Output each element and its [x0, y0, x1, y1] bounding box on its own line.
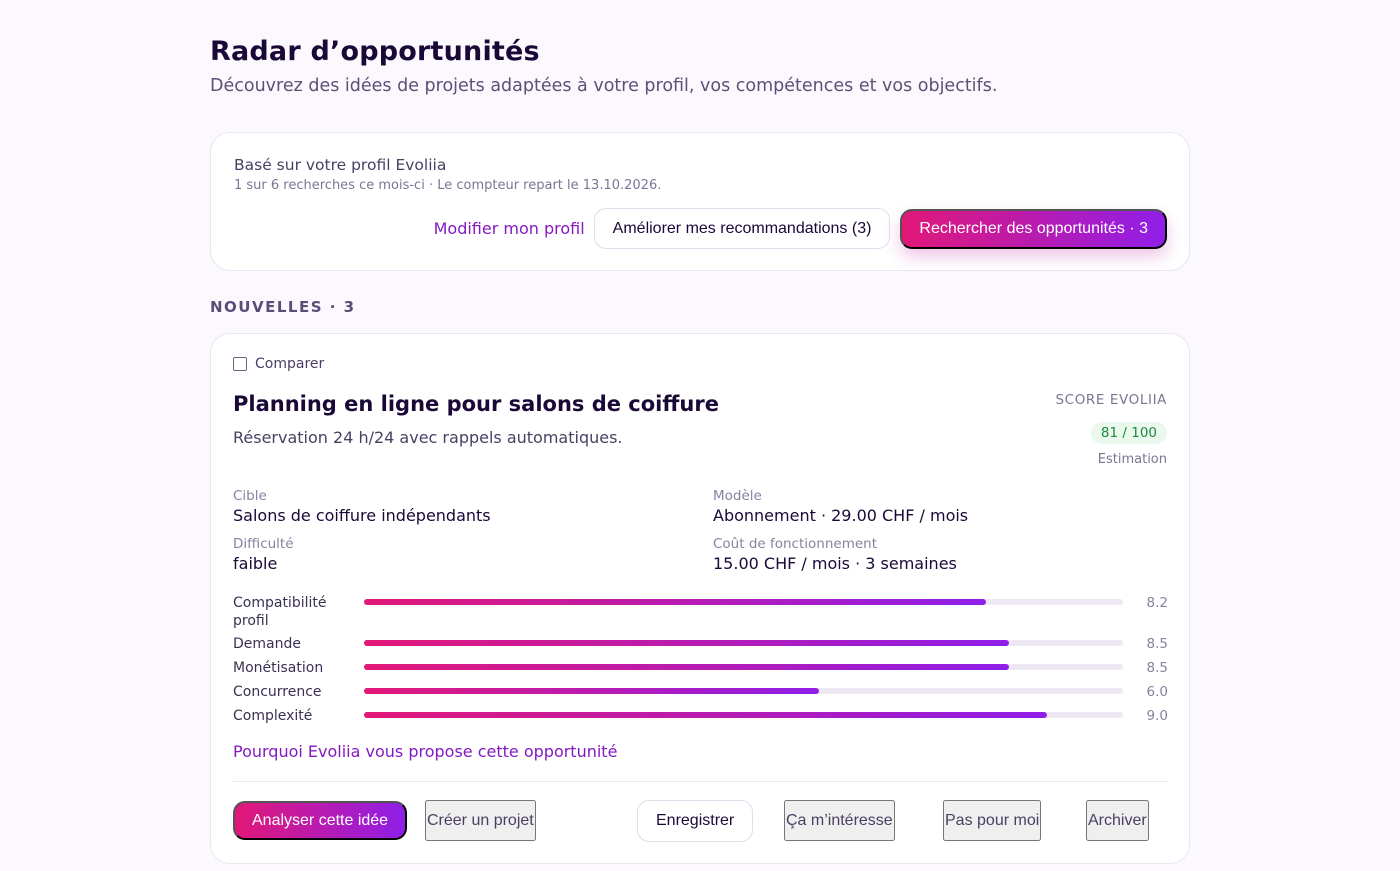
criterion-value: 8.5 — [1146, 660, 1168, 676]
meta-model-key: Modèle — [713, 488, 762, 504]
criterion-row: Compatibilité profil 8.2 — [233, 594, 1168, 629]
improve-recommendations-button[interactable]: Améliorer mes recommandations (3) — [593, 208, 891, 249]
opportunity-title: Planning en ligne pour salons de coiffur… — [233, 392, 719, 416]
criterion-track — [364, 599, 1123, 605]
score-estimation-note: Estimation — [1097, 452, 1167, 467]
criterion-label: Demande — [233, 636, 301, 652]
opportunity-card: Comparer Planning en ligne pour salons d… — [210, 333, 1190, 864]
page-subtitle: Découvrez des idées de projets adaptées … — [210, 76, 998, 96]
criterion-label: Concurrence — [233, 684, 322, 700]
divider — [233, 781, 1168, 782]
meta-difficulty-value: faible — [233, 554, 278, 573]
why-recommended-link[interactable]: Pourquoi Evoliia vous propose cette oppo… — [233, 742, 618, 761]
compare-toggle[interactable]: Comparer — [233, 356, 324, 372]
opportunity-description: Réservation 24 h/24 avec rappels automat… — [233, 428, 623, 447]
criterion-track — [364, 712, 1123, 718]
archive-button[interactable]: Archiver — [1086, 800, 1149, 841]
criterion-row: Concurrence 6.0 — [233, 683, 1168, 703]
meta-running-cost-key: Coût de fonctionnement — [713, 536, 878, 552]
meta-target-value: Salons de coiffure indépendants — [233, 506, 491, 525]
meta-model-value: Abonnement · 29.00 CHF / mois — [713, 506, 969, 525]
criterion-fill — [364, 712, 1048, 718]
edit-profile-link[interactable]: Modifier mon profil — [433, 219, 585, 238]
interested-button[interactable]: Ça m’intéresse — [784, 800, 895, 841]
search-opportunities-button[interactable]: Rechercher des opportunités · 3 — [900, 208, 1167, 249]
criterion-track — [364, 688, 1123, 694]
meta-running-cost-value: 15.00 CHF / mois · 3 semaines — [713, 554, 957, 573]
search-counter-text: 1 sur 6 recherches ce mois-ci · Le compt… — [234, 178, 662, 193]
criterion-label: Compatibilité profil — [233, 595, 327, 629]
criterion-value: 8.2 — [1146, 595, 1168, 611]
profile-card: Basé sur votre profil Evoliia 1 sur 6 re… — [210, 132, 1190, 271]
score-label: SCORE EVOLIIA — [1055, 392, 1167, 408]
criterion-fill — [364, 640, 1010, 646]
section-new-label: NOUVELLES · 3 — [210, 298, 356, 316]
criterion-track — [364, 640, 1123, 646]
meta-running-cost: Coût de fonctionnement 15.00 CHF / mois … — [713, 536, 957, 573]
meta-target-key: Cible — [233, 488, 267, 504]
score-badge: 81 / 100 — [1090, 422, 1167, 444]
compare-checkbox[interactable] — [233, 357, 247, 371]
criterion-fill — [364, 664, 1010, 670]
criterion-row: Monétisation 8.5 — [233, 659, 1168, 679]
meta-target: Cible Salons de coiffure indépendants — [233, 488, 491, 525]
criterion-row: Complexité 9.0 — [233, 707, 1168, 727]
page-title: Radar d’opportunités — [210, 36, 540, 67]
create-project-button[interactable]: Créer un projet — [425, 800, 536, 841]
criterion-row: Demande 8.5 — [233, 635, 1168, 655]
criterion-value: 9.0 — [1146, 708, 1168, 724]
meta-model: Modèle Abonnement · 29.00 CHF / mois — [713, 488, 968, 525]
compare-label: Comparer — [255, 356, 325, 372]
not-for-me-button[interactable]: Pas pour moi — [943, 800, 1042, 841]
save-button[interactable]: Enregistrer — [637, 800, 754, 842]
criterion-track — [364, 664, 1123, 670]
profile-source-text: Basé sur votre profil Evoliia — [234, 156, 447, 174]
profile-actions: Modifier mon profil Améliorer mes recomm… — [425, 208, 1167, 249]
analyze-idea-button[interactable]: Analyser cette idée — [233, 801, 408, 840]
criterion-fill — [364, 688, 820, 694]
criterion-fill — [364, 599, 987, 605]
meta-difficulty: Difficulté faible — [233, 536, 294, 573]
criterion-label: Monétisation — [233, 660, 324, 676]
criterion-value: 6.0 — [1146, 684, 1168, 700]
criterion-label: Complexité — [233, 708, 313, 724]
criterion-value: 8.5 — [1146, 636, 1168, 652]
opportunity-actions: Analyser cette idée Créer un projet Enre… — [233, 800, 1168, 842]
meta-difficulty-key: Difficulté — [233, 536, 294, 552]
